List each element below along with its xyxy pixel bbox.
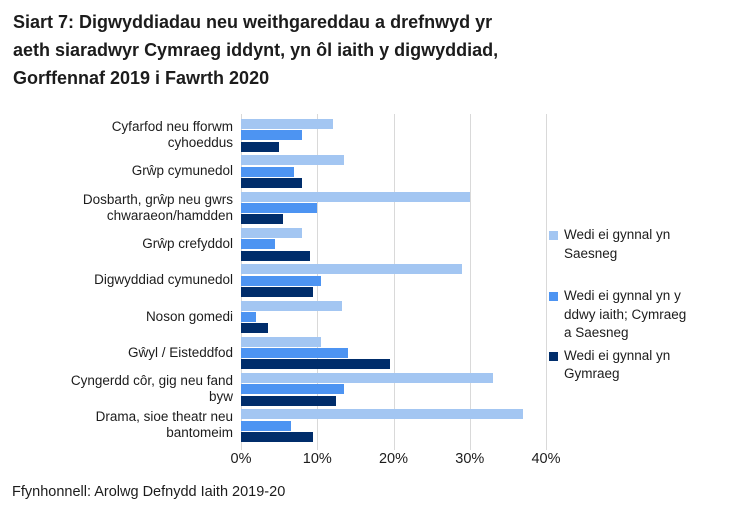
category-label-line: Dosbarth, grŵp neu gwrs xyxy=(82,191,233,207)
legend-label-line: Gymraeg xyxy=(564,366,620,381)
legend-label-line: ddwy iaith; Cymraeg xyxy=(564,306,687,322)
category-label: Dosbarth, grŵp neu gwrs chwaraeon/hamdden xyxy=(7,192,233,224)
chart-legend: Wedi ei gynnal yn Saesneg Wedi ei gynnal y… xyxy=(549,226,735,384)
chart-title: Siart 7: Digwyddiadau neu weithgareddau … xyxy=(13,8,633,92)
category-label-line: Gŵyl / Eisteddfod xyxy=(127,344,233,360)
category-label-line: bantomeim xyxy=(166,425,233,441)
legend-swatch-dwyieithog-icon xyxy=(549,292,558,301)
category-label-line: Cyfarfod neu fforwm xyxy=(111,119,233,134)
legend-swatch-cymraeg-icon xyxy=(549,351,558,361)
legend-label-line: Wedi ei gynnal yn xyxy=(564,347,671,363)
x-axis-tick-label: 30% xyxy=(455,451,485,467)
category-label-line: Cyngerdd côr, gig neu fand xyxy=(70,373,233,389)
bar-dwyieithog xyxy=(241,420,291,431)
chart-title-line-3: Gorffennaf 2019 i Fawrth 2020 xyxy=(13,68,270,88)
legend-label-line: Wedi ei gynnal yn xyxy=(564,227,671,242)
bar-cymraeg xyxy=(241,177,302,188)
category-label: Drama, sioe theatr neu bantomeim xyxy=(7,409,233,441)
bar-dwyieithog xyxy=(241,384,344,395)
bar-saesneg xyxy=(241,119,333,129)
category-label: Digwyddiad cymunedol xyxy=(7,272,233,288)
bar-saesneg xyxy=(241,191,470,202)
category-label: Gŵyl / Eisteddfod xyxy=(7,345,233,361)
legend-label-line: Saesneg xyxy=(564,245,618,261)
legend-swatch-saesneg-icon xyxy=(549,231,558,240)
legend-label: Wedi ei gynnal yn y ddwy iaith; Cymraeg a … xyxy=(564,287,686,343)
category-label: Cyfarfod neu fforwm cyhoeddus xyxy=(7,119,233,151)
category-label-line: byw xyxy=(208,389,233,405)
bar-dwyieithog xyxy=(241,202,318,213)
legend-label: Wedi ei gynnal yn Saesneg xyxy=(564,226,670,263)
bar-saesneg xyxy=(241,336,322,347)
bar-cymraeg xyxy=(241,323,268,334)
category-label-line: Drama, sioe theatr neu xyxy=(95,409,233,425)
x-axis-tick-label: 10% xyxy=(302,451,332,467)
bar-saesneg xyxy=(241,300,343,311)
legend-item: Wedi ei gynnal yn Saesneg xyxy=(549,226,735,263)
bar-dwyieithog xyxy=(241,275,322,286)
category-label: Grŵp crefyddol xyxy=(7,236,233,252)
bar-cymraeg xyxy=(241,141,280,152)
bar-saesneg xyxy=(241,227,302,238)
bar-dwyieithog xyxy=(241,166,295,177)
category-label-line: Noson gomedi xyxy=(145,308,233,324)
bar-dwyieithog xyxy=(241,348,348,359)
gridline-20pct xyxy=(393,114,395,450)
category-label: Grŵp cymunedol xyxy=(7,163,233,179)
category-label-line: cyhoeddus xyxy=(167,135,233,150)
legend-label-line: Wedi ei gynnal yn y xyxy=(564,288,681,303)
source-note: Ffynhonnell: Arolwg Defnydd Iaith 2019-2… xyxy=(12,484,286,500)
bar-dwyieithog xyxy=(241,239,276,250)
gridline-40pct xyxy=(546,114,547,450)
x-axis-tick-label: 40% xyxy=(531,451,561,467)
bar-cymraeg xyxy=(241,395,337,406)
category-label-line: Grŵp crefyddol xyxy=(142,235,233,251)
legend-item: Wedi ei gynnal yn Gymraeg xyxy=(549,347,735,384)
bar-saesneg xyxy=(241,264,463,275)
category-label-line: chwaraeon/hamdden xyxy=(106,207,233,223)
bar-dwyieithog xyxy=(241,130,302,141)
category-label-line: Digwyddiad cymunedol xyxy=(94,272,233,288)
gridline-30pct xyxy=(469,114,471,450)
bar-saesneg xyxy=(241,373,493,384)
bar-cymraeg xyxy=(241,214,283,225)
category-label: Noson gomedi xyxy=(7,309,233,325)
category-label-line: Grŵp cymunedol xyxy=(131,163,233,179)
bar-saesneg xyxy=(241,409,524,420)
x-axis-tick-label: 0% xyxy=(230,451,252,467)
category-label: Cyngerdd côr, gig neu fand byw xyxy=(7,373,233,405)
bar-cymraeg xyxy=(241,250,310,261)
legend-item: Wedi ei gynnal yn y ddwy iaith; Cymraeg a … xyxy=(549,287,735,343)
chart-title-line-1: Siart 7: Digwyddiadau neu weithgareddau … xyxy=(13,12,493,32)
bar-saesneg xyxy=(241,155,344,166)
legend-label-line: a Saesneg xyxy=(564,325,629,340)
bar-dwyieithog xyxy=(241,311,257,322)
chart-title-line-2: aeth siaradwyr Cymraeg iddynt, yn ôl iai… xyxy=(13,40,499,60)
legend-label: Wedi ei gynnal yn Gymraeg xyxy=(564,347,670,384)
x-axis-tick-label: 20% xyxy=(378,451,409,467)
bar-cymraeg xyxy=(241,286,314,297)
bar-cymraeg xyxy=(241,432,314,442)
bar-cymraeg xyxy=(241,359,390,370)
